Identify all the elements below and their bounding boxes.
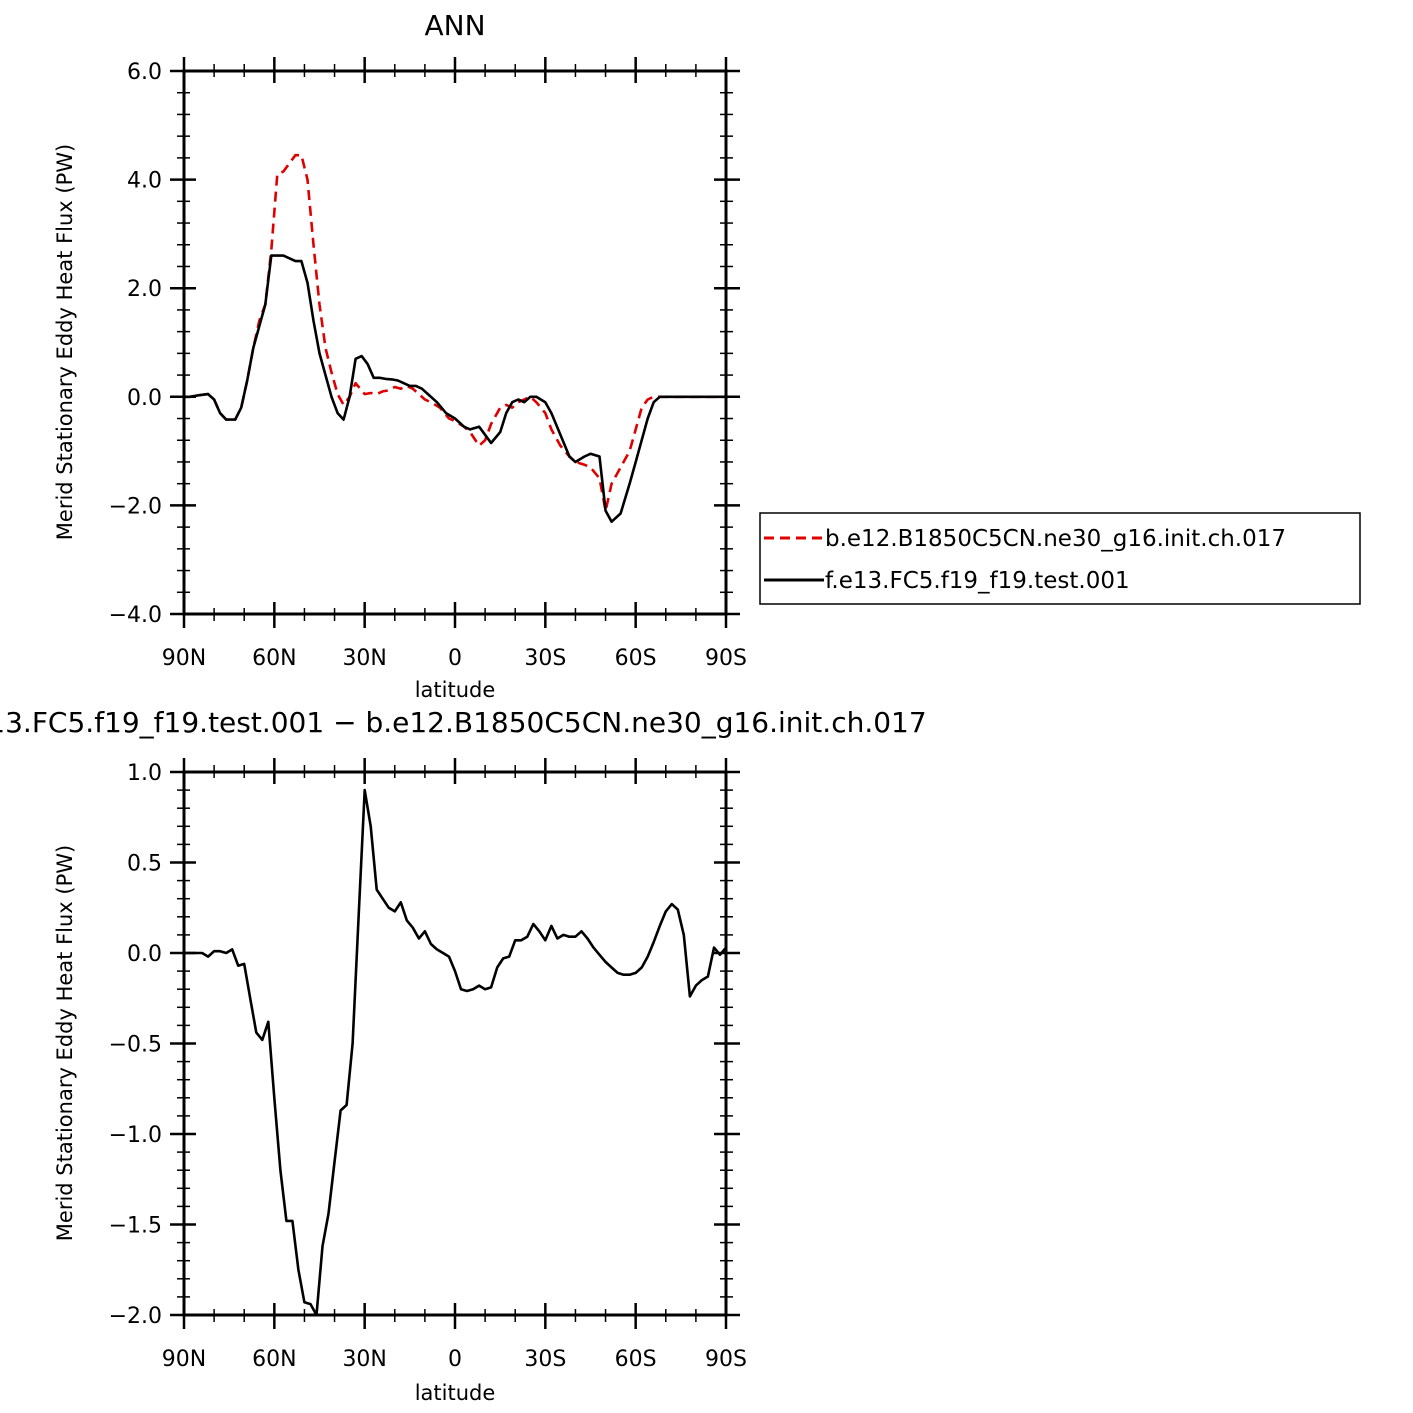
- legend-box: [759, 512, 1361, 605]
- x-tick-label: 90S: [705, 1347, 747, 1372]
- y-tick-label: 0.0: [127, 942, 162, 967]
- top-panel-frame: [182, 69, 728, 616]
- x-tick-label: 30N: [342, 646, 386, 671]
- y-tick-label: 1.0: [127, 761, 162, 786]
- x-tick-label: 30S: [524, 646, 566, 671]
- top-panel-series: [184, 153, 726, 524]
- y-tick-label: −2.0: [109, 1304, 162, 1329]
- x-tick-label: 60S: [615, 646, 657, 671]
- x-tick-label: 0: [448, 1347, 462, 1372]
- x-tick-label: 90S: [705, 646, 747, 671]
- y-tick-label: −2.0: [109, 494, 162, 519]
- bottom-panel-series: [184, 788, 727, 1317]
- y-tick-label: −1.5: [109, 1214, 162, 1239]
- series-line-solid: [184, 788, 727, 1317]
- y-tick-label: −4.0: [109, 603, 162, 628]
- x-tick-label: 0: [448, 646, 462, 671]
- bottom-panel-x-tick-labels: 90N 60N 30N 0 30S 60S 90S: [162, 1347, 747, 1372]
- bottom-panel-y-tick-labels: −2.0 −1.5 −1.0 −0.5 0.0 0.5 1.0: [109, 761, 162, 1329]
- x-tick-label: 90N: [162, 646, 206, 671]
- legend: b.e12.B1850C5CN.ne30_g16.init.ch.017 f.e…: [759, 512, 1361, 605]
- y-tick-label: 6.0: [127, 60, 162, 85]
- top-panel-x-axis-label: latitude: [415, 678, 496, 702]
- y-tick-label: 0.5: [127, 852, 162, 877]
- x-tick-label: 30N: [342, 1347, 386, 1372]
- y-tick-label: −1.0: [109, 1123, 162, 1148]
- bottom-panel-x-axis-label: latitude: [415, 1381, 496, 1405]
- y-tick-label: 2.0: [127, 277, 162, 302]
- bottom-panel-ticks: [170, 758, 740, 1329]
- legend-label-1: b.e12.B1850C5CN.ne30_g16.init.ch.017: [825, 526, 1286, 552]
- x-tick-label: 30S: [524, 1347, 566, 1372]
- top-panel-y-axis-label: Merid Stationary Eddy Heat Flux (PW): [53, 144, 77, 540]
- x-tick-label: 60N: [252, 1347, 296, 1372]
- top-panel: ANN −4.0 −2.0 0.0 2.0 4.0 6.0 90N 60N 30N 0 30S 60…: [53, 9, 1361, 702]
- top-panel-x-tick-labels: 90N 60N 30N 0 30S 60S 90S: [162, 646, 747, 671]
- x-tick-label: 60S: [615, 1347, 657, 1372]
- top-panel-title: ANN: [424, 9, 485, 42]
- x-tick-label: 60N: [252, 646, 296, 671]
- legend-label-2: f.e13.FC5.f19_f19.test.001: [825, 568, 1130, 594]
- series-line-dashed: [184, 153, 726, 513]
- y-tick-label: 0.0: [127, 386, 162, 411]
- y-tick-label: 4.0: [127, 169, 162, 194]
- y-tick-label: −0.5: [109, 1033, 162, 1058]
- bottom-panel-frame: [182, 770, 728, 1317]
- x-tick-label: 90N: [162, 1347, 206, 1372]
- bottom-panel: f.e13.FC5.f19_f19.test.001 − b.e12.B1850…: [0, 706, 927, 1405]
- series-line-solid: [184, 254, 726, 524]
- bottom-panel-y-axis-label: Merid Stationary Eddy Heat Flux (PW): [53, 845, 77, 1241]
- top-panel-y-tick-labels: −4.0 −2.0 0.0 2.0 4.0 6.0: [109, 60, 162, 628]
- bottom-panel-title: f.e13.FC5.f19_f19.test.001 − b.e12.B1850…: [0, 706, 927, 739]
